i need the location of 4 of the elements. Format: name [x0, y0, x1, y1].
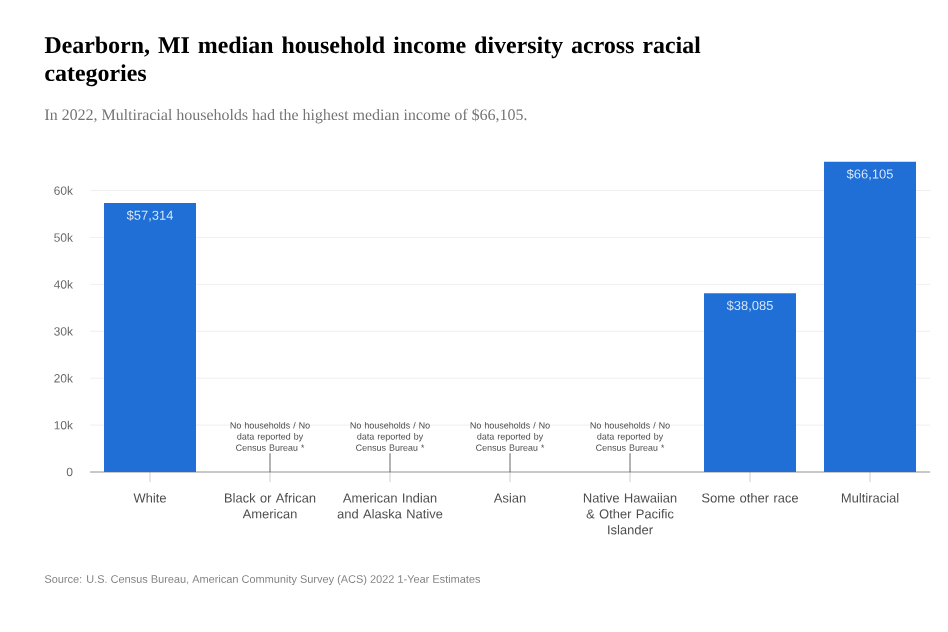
bar	[104, 203, 197, 472]
bar	[824, 161, 917, 472]
bar	[704, 293, 797, 472]
chart-title: Dearborn, MI median household income diversity across racial categories	[44, 36, 701, 87]
